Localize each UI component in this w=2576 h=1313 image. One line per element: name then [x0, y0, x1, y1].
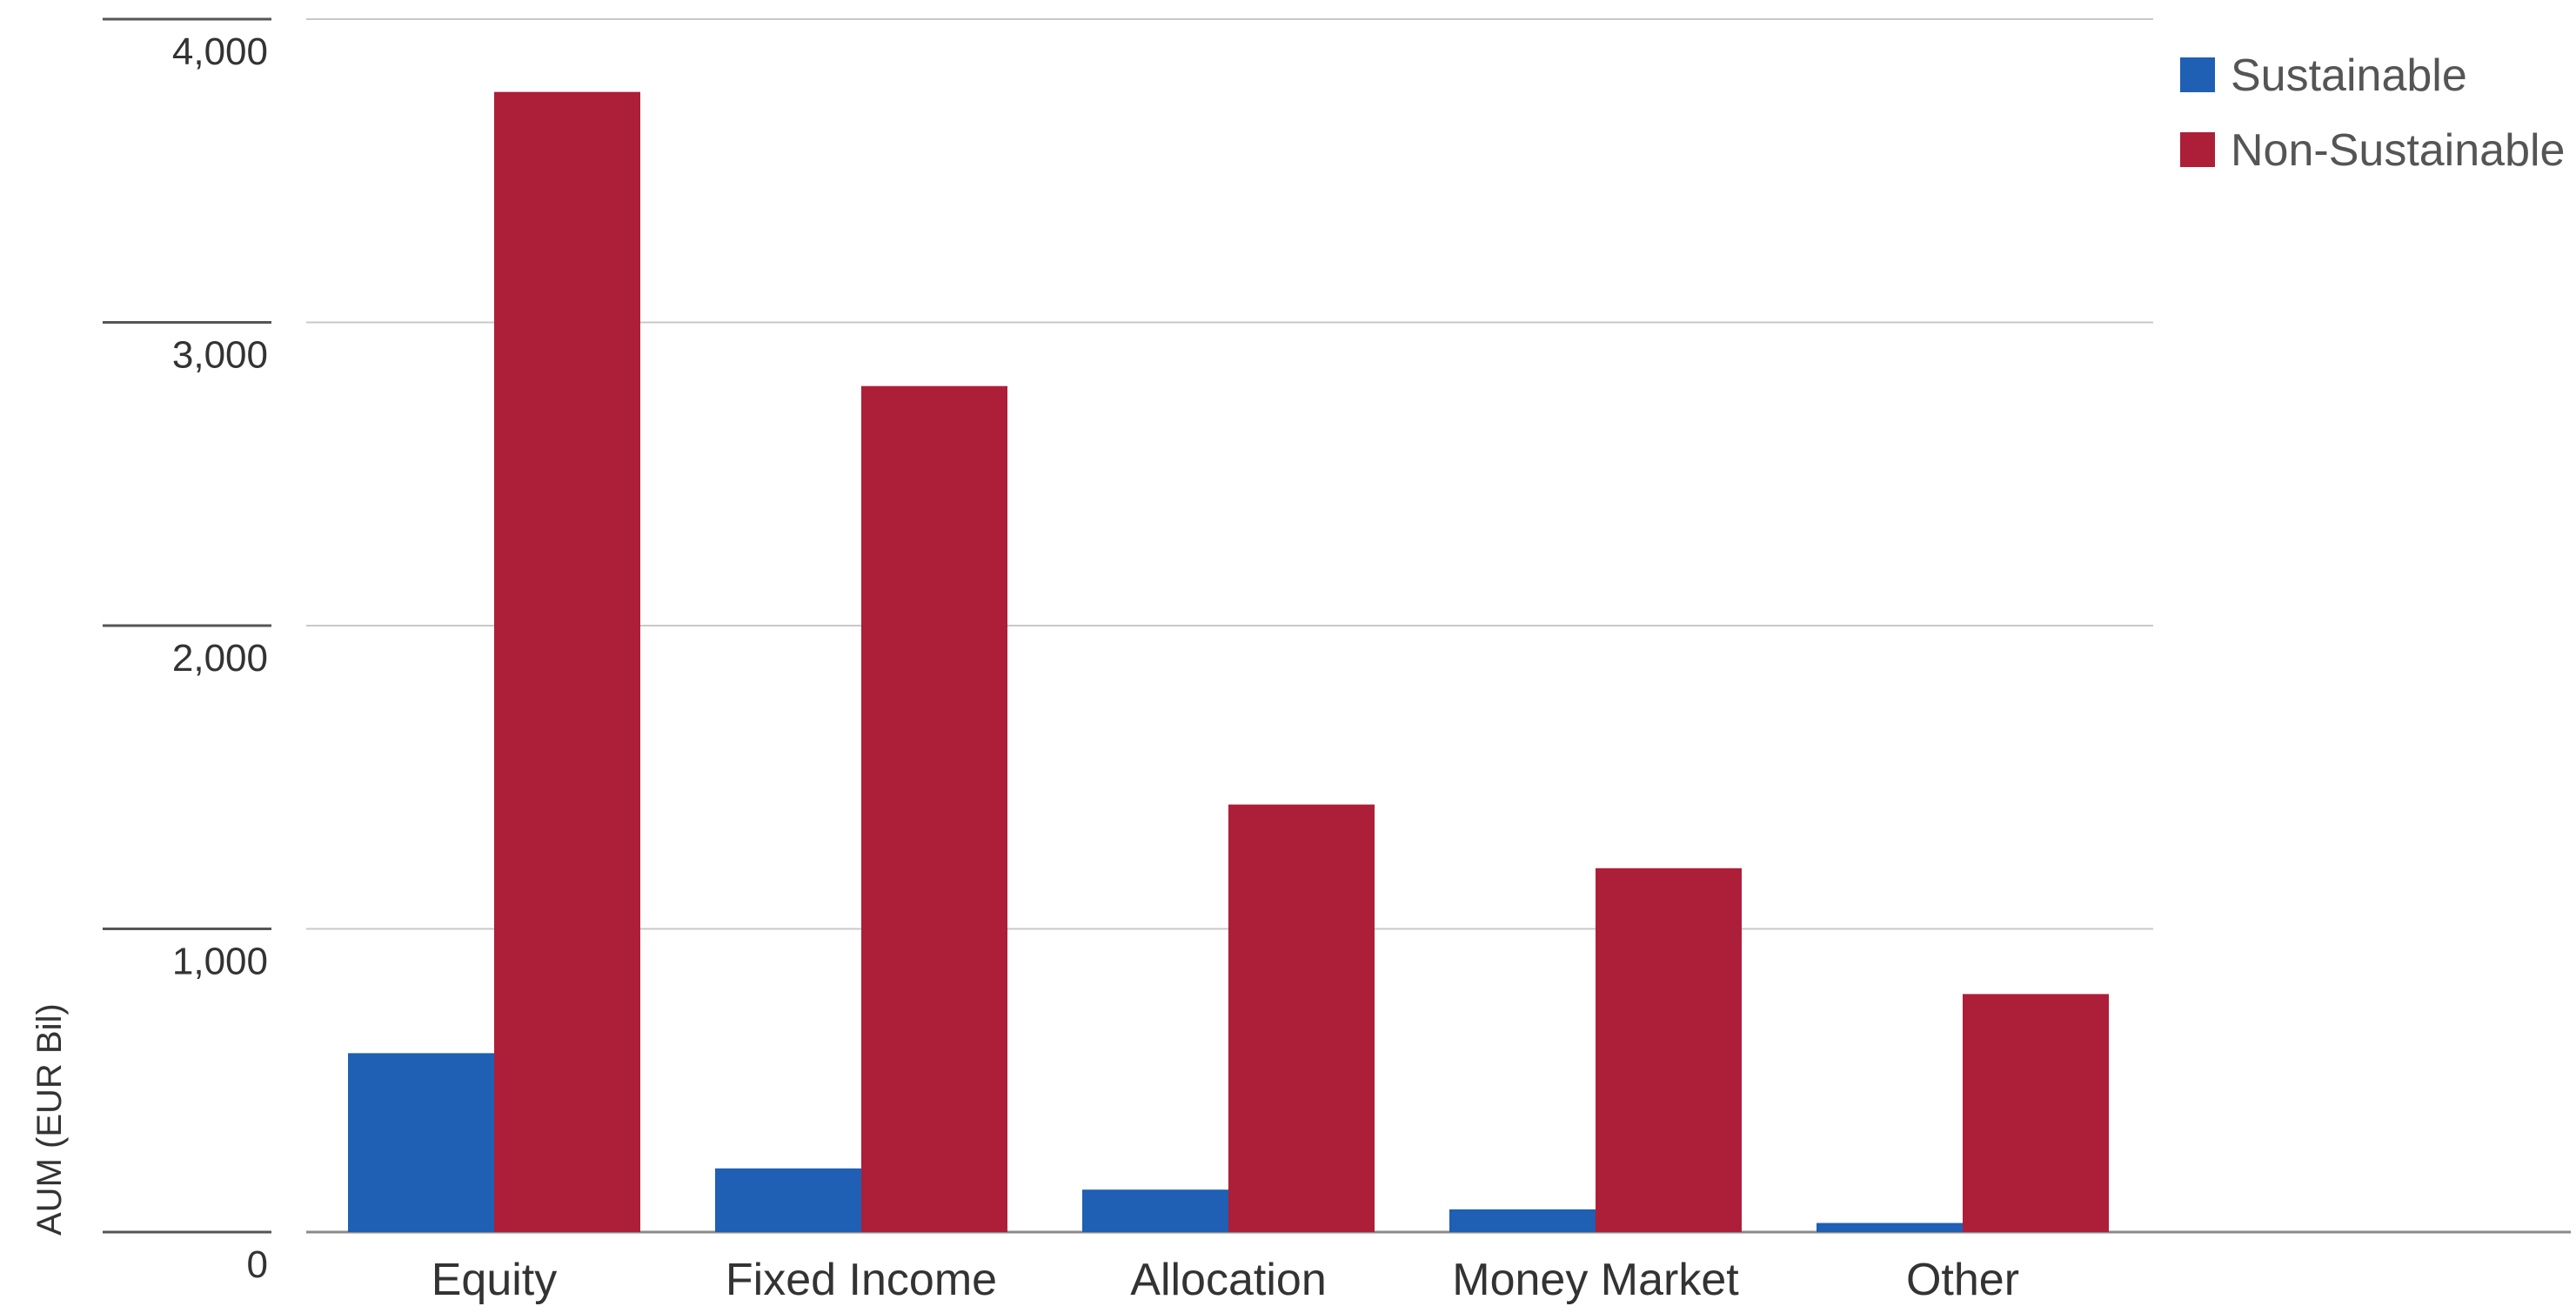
y-tick-label: 4,000 — [172, 30, 268, 73]
x-tick-label: Other — [1906, 1255, 2019, 1305]
y-tick-label: 0 — [247, 1243, 268, 1286]
x-tick-label: Allocation — [1130, 1255, 1326, 1305]
x-tick-label: Fixed Income — [726, 1255, 997, 1305]
y-tick-label: 3,000 — [172, 334, 268, 377]
y-tick-label: 2,000 — [172, 637, 268, 680]
bar-non-sustainable-other — [1963, 994, 2109, 1232]
legend-swatch — [2180, 57, 2215, 92]
grid-lines — [306, 18, 2571, 1234]
bar-sustainable-money-market — [1449, 1209, 1596, 1232]
x-tick-label: Money Market — [1452, 1255, 1739, 1305]
bar-sustainable-other — [1817, 1223, 1963, 1232]
x-tick-label: Equity — [432, 1255, 558, 1305]
bar-non-sustainable-money-market — [1596, 868, 1742, 1232]
bar-sustainable-equity — [348, 1053, 494, 1232]
x-axis-ticks: Equity Fixed Income Allocation Money Market… — [432, 1255, 2019, 1305]
bar-non-sustainable-allocation — [1228, 804, 1375, 1232]
legend-swatch — [2180, 132, 2215, 167]
bars — [348, 91, 2109, 1232]
y-axis-label: AUM (EUR Bil) — [30, 1003, 69, 1236]
y-tick-label: 1,000 — [172, 941, 268, 983]
bar-non-sustainable-equity — [494, 91, 640, 1232]
legend: Sustainable Non-Sustainable — [2180, 50, 2565, 176]
bar-non-sustainable-fixed-income — [861, 385, 1007, 1232]
bar-sustainable-allocation — [1082, 1189, 1228, 1232]
legend-label: Non-Sustainable — [2231, 125, 2565, 176]
bar-sustainable-fixed-income — [715, 1168, 861, 1232]
legend-label: Sustainable — [2231, 50, 2467, 101]
y-axis-ticks: 0 1,000 2,000 3,000 4,000 — [103, 17, 271, 1286]
